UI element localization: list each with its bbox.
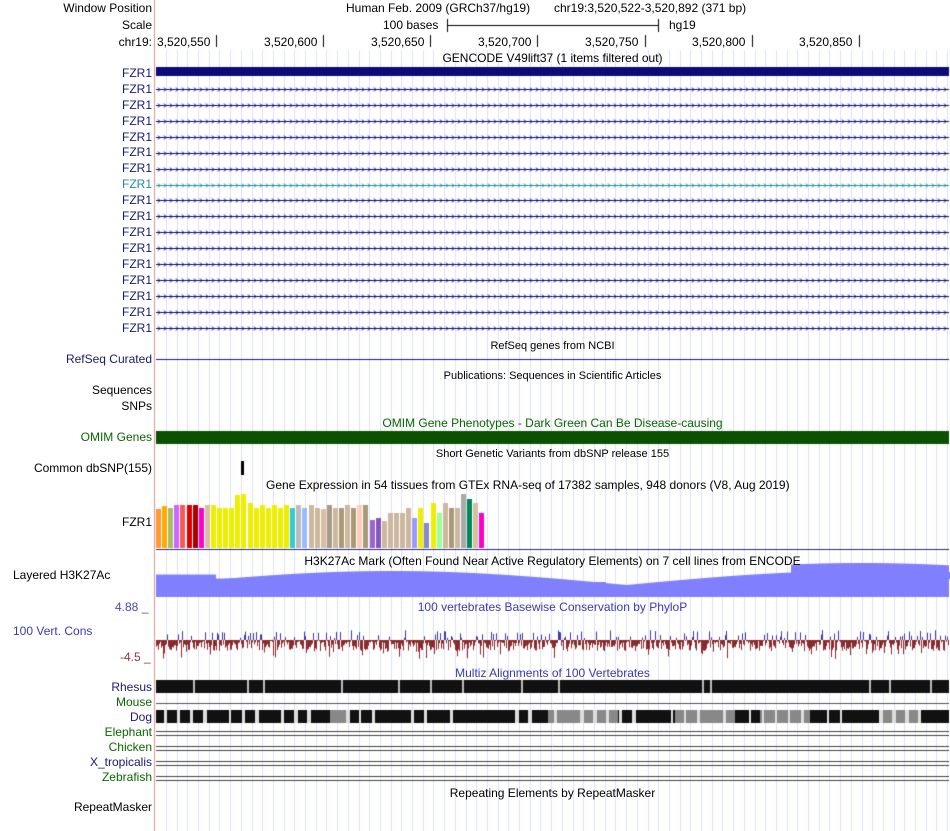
omim-track-title: OMIM Gene Phenotypes - Dark Green Can Be… [382,416,723,430]
scale-label: Scale [121,18,152,32]
gencode-track-title: GENCODE V49lift37 (1 items filtered out) [442,51,663,65]
gencode-transcript-label[interactable]: FZR1 [122,241,152,255]
gencode-transcript-label[interactable]: FZR1 [122,98,152,112]
window-position-label: Window Position [63,1,152,15]
gencode-transcript-label[interactable]: FZR1 [122,66,152,80]
multiz-species-dog[interactable]: Dog [129,710,152,724]
ruler-tick-label: 3,520,850 [799,35,853,49]
gencode-transcript-label[interactable]: FZR1 [122,82,152,96]
ruler-tick-label: 3,520,600 [264,35,318,49]
ruler-tick-label: 3,520,550 [157,35,211,49]
gencode-transcript-label[interactable]: FZR1 [122,193,152,207]
gencode-transcript-label[interactable]: FZR1 [122,257,152,271]
multiz-track-title: Multiz Alignments of 100 Vertebrates [455,666,650,680]
phylop-track-title: 100 vertebrates Basewise Conservation by… [417,600,688,614]
gencode-transcript-label[interactable]: FZR1 [122,161,152,175]
sequences-track-label[interactable]: Sequences [91,383,152,397]
gtex-track-title: Gene Expression in 54 tissues from GTEx … [266,478,790,492]
multiz-species-chicken[interactable]: Chicken [108,740,152,754]
ruler-tick-label: 3,520,750 [585,35,639,49]
gtex-track-label[interactable]: FZR1 [122,515,152,529]
assembly-text: Human Feb. 2009 (GRCh37/hg19) [346,1,531,15]
snps-track-label[interactable]: SNPs [121,399,152,413]
phylop-min-label: -4.5 _ [120,650,151,664]
gencode-transcript-label[interactable]: FZR1 [122,225,152,239]
refseq-track-label[interactable]: RefSeq Curated [65,352,152,366]
ruler-tick-label: 3,520,650 [371,35,425,49]
dbsnp-track-label[interactable]: Common dbSNP(155) [33,461,152,475]
multiz-species-zebrafish[interactable]: Zebrafish [101,770,152,784]
gencode-transcript-label[interactable]: FZR1 [122,289,152,303]
gencode-transcript-label[interactable]: FZR1 [122,130,152,144]
chrom-label: chr19: [118,35,152,49]
gencode-transcript-label[interactable]: FZR1 [122,209,152,223]
h3k27ac-track-title: H3K27Ac Mark (Often Found Near Active Re… [304,554,801,568]
scale-bar-text: 100 bases [383,18,439,32]
multiz-species-mouse[interactable]: Mouse [115,695,152,709]
publications-track-title: Publications: Sequences in Scientific Ar… [443,370,662,382]
omim-track-label[interactable]: OMIM Genes [80,430,152,444]
repeatmasker-track-label[interactable]: RepeatMasker [73,800,152,814]
dbsnp-track-title: Short Genetic Variants from dbSNP releas… [435,448,670,460]
gencode-transcript-label[interactable]: FZR1 [122,273,152,287]
scale-db: hg19 [669,18,696,32]
gencode-transcript-label[interactable]: FZR1 [122,321,152,335]
ruler-tick-label: 3,520,800 [692,35,746,49]
multiz-species-x-tropicalis[interactable]: X_tropicalis [89,755,152,769]
gencode-transcript-label[interactable]: FZR1 [122,305,152,319]
repeatmasker-track-title: Repeating Elements by RepeatMasker [449,786,656,800]
refseq-track-title: RefSeq genes from NCBI [490,340,615,352]
gencode-transcript-label[interactable]: FZR1 [122,177,152,191]
position-text: chr19:3,520,522-3,520,892 (371 bp) [554,1,747,15]
phylop-max-label: 4.88 _ [115,600,149,614]
gencode-transcript-label[interactable]: FZR1 [122,145,152,159]
phylop-track-label[interactable]: 100 Vert. Cons [13,624,93,638]
multiz-species-elephant[interactable]: Elephant [104,725,152,739]
ruler-tick-label: 3,520,700 [478,35,532,49]
gencode-transcript-label[interactable]: FZR1 [122,114,152,128]
h3k27ac-track-label[interactable]: Layered H3K27Ac [13,568,111,582]
multiz-species-rhesus[interactable]: Rhesus [111,680,152,694]
